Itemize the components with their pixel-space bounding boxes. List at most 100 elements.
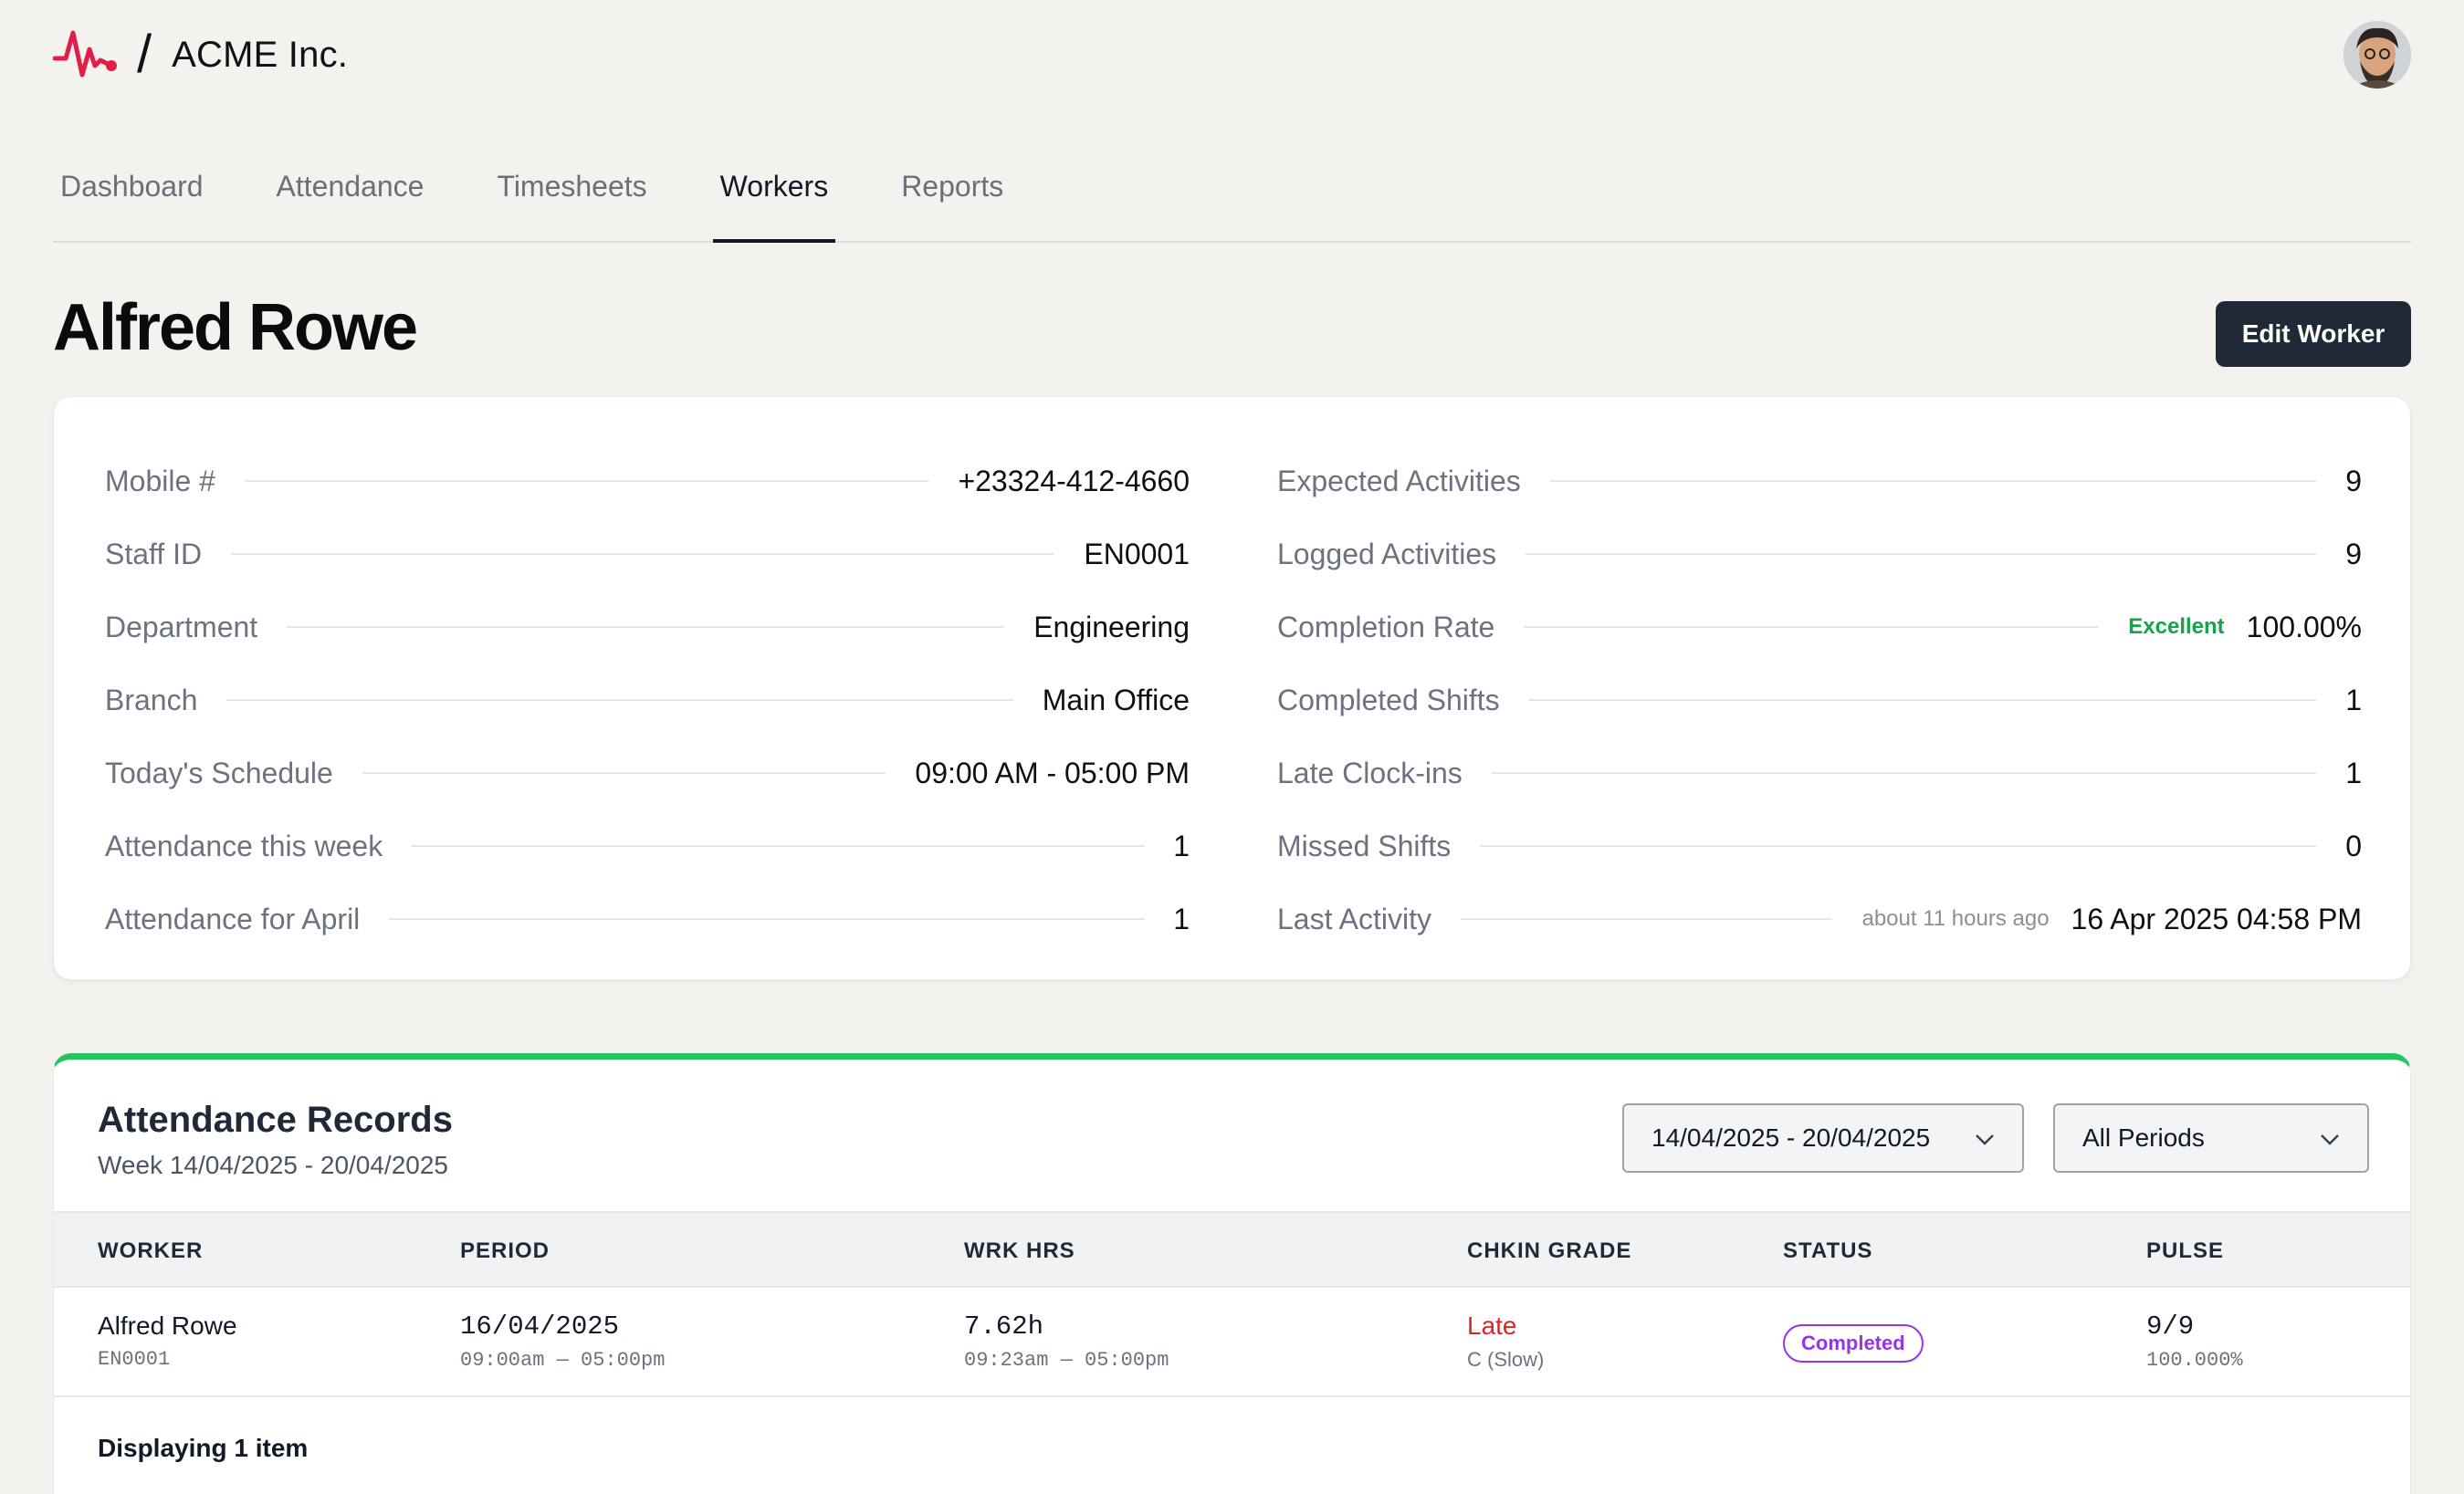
details-left-column: Mobile # +23324-412-4660 Staff ID EN0001… <box>105 444 1190 956</box>
table-row[interactable]: Alfred Rowe EN0001 16/04/2025 09:00am — … <box>54 1288 2410 1397</box>
table-footer-count: Displaying 1 item <box>98 1434 309 1462</box>
chevron-down-icon <box>2320 1123 2340 1153</box>
divider <box>362 772 886 774</box>
detail-label: Completed Shifts <box>1277 683 1500 716</box>
divider <box>226 699 1013 701</box>
top-bar: / ACME Inc. <box>53 18 2411 91</box>
divider <box>287 626 1005 628</box>
detail-label: Staff ID <box>105 537 203 570</box>
detail-row-completion-rate: Completion Rate Excellent 100.00% <box>1277 590 2362 663</box>
brand-separator: / <box>137 25 152 84</box>
cell-work-hours: 7.62h 09:23am — 05:00pm <box>964 1311 1169 1372</box>
table-header: WORKER PERIOD WRK HRS CHKIN GRADE STATUS… <box>54 1211 2410 1288</box>
pulse-count: 9/9 <box>2146 1311 2195 1342</box>
detail-row-expected-activities: Expected Activities 9 <box>1277 444 2362 517</box>
cell-period: 16/04/2025 09:00am — 05:00pm <box>460 1311 665 1372</box>
user-avatar[interactable] <box>2343 21 2411 89</box>
brand[interactable]: / ACME Inc. <box>53 26 348 84</box>
attendance-title: Attendance Records <box>98 1100 453 1140</box>
detail-label: Missed Shifts <box>1277 829 1452 862</box>
detail-value: 100.00% <box>2246 610 2362 643</box>
work-range: 09:23am — 05:00pm <box>964 1349 1169 1372</box>
tab-workers[interactable]: Workers <box>712 146 836 243</box>
column-header-worker[interactable]: WORKER <box>98 1238 204 1263</box>
pulse-logo-icon <box>53 26 121 84</box>
detail-value: +23324-412-4660 <box>958 464 1190 497</box>
column-header-checkin-grade[interactable]: CHKIN GRADE <box>1467 1238 1632 1263</box>
work-hours: 7.62h <box>964 1311 1044 1342</box>
detail-value: 9 <box>2345 464 2362 497</box>
detail-row-staff-id: Staff ID EN0001 <box>105 517 1190 590</box>
detail-label: Today's Schedule <box>105 756 333 789</box>
grade-label: Late <box>1467 1311 1517 1340</box>
cell-status: Completed <box>1783 1311 1924 1363</box>
divider <box>412 845 1145 847</box>
divider <box>1480 845 2317 847</box>
cell-worker: Alfred Rowe EN0001 <box>98 1311 237 1371</box>
divider <box>1524 626 2100 628</box>
detail-value: 1 <box>2345 683 2362 716</box>
detail-label: Completion Rate <box>1277 610 1495 643</box>
detail-row-attendance-week: Attendance this week 1 <box>105 810 1190 883</box>
detail-row-completed-shifts: Completed Shifts 1 <box>1277 663 2362 737</box>
divider <box>1549 480 2317 482</box>
tab-dashboard[interactable]: Dashboard <box>60 170 204 203</box>
column-header-work-hours[interactable]: WRK HRS <box>964 1238 1075 1263</box>
divider <box>244 480 929 482</box>
pulse-percent: 100.000% <box>2146 1349 2243 1372</box>
detail-label: Logged Activities <box>1277 537 1497 570</box>
divider <box>1526 553 2317 555</box>
detail-row-missed-shifts: Missed Shifts 0 <box>1277 810 2362 883</box>
detail-label: Attendance this week <box>105 829 383 862</box>
detail-label: Last Activity <box>1277 902 1431 935</box>
attendance-subtitle: Week 14/04/2025 - 20/04/2025 <box>98 1151 449 1179</box>
chevron-down-icon <box>1975 1123 1995 1153</box>
detail-value: Main Office <box>1042 683 1190 716</box>
rating-badge: Excellent <box>2128 614 2225 639</box>
date-range-select[interactable]: 14/04/2025 - 20/04/2025 <box>1622 1103 2024 1173</box>
main-nav-tabs: Dashboard Attendance Timesheets Workers … <box>53 146 2411 243</box>
detail-value: 1 <box>1173 902 1190 935</box>
edit-worker-button[interactable]: Edit Worker <box>2216 301 2411 367</box>
period-filter-select[interactable]: All Periods <box>2053 1103 2369 1173</box>
period-date: 16/04/2025 <box>460 1311 620 1342</box>
worker-details-card: Mobile # +23324-412-4660 Staff ID EN0001… <box>53 396 2411 980</box>
details-right-column: Expected Activities 9 Logged Activities … <box>1277 444 2362 956</box>
detail-row-attendance-month: Attendance for April 1 <box>105 883 1190 956</box>
detail-row-mobile: Mobile # +23324-412-4660 <box>105 444 1190 517</box>
page-title: Alfred Rowe <box>53 291 418 364</box>
grade-detail: C (Slow) <box>1467 1348 1545 1371</box>
column-header-period[interactable]: PERIOD <box>460 1238 550 1263</box>
divider <box>1491 772 2317 774</box>
attendance-records-card: Attendance Records Week 14/04/2025 - 20/… <box>53 1053 2411 1494</box>
cell-pulse: 9/9 100.000% <box>2146 1311 2243 1372</box>
detail-row-last-activity: Last Activity about 11 hours ago 16 Apr … <box>1277 883 2362 956</box>
detail-label: Branch <box>105 683 198 716</box>
detail-label: Expected Activities <box>1277 464 1521 497</box>
period-filter-value: All Periods <box>2082 1123 2205 1152</box>
period-hours: 09:00am — 05:00pm <box>460 1349 666 1372</box>
divider <box>231 553 1055 555</box>
detail-row-late-clockins: Late Clock-ins 1 <box>1277 737 2362 810</box>
detail-label: Mobile # <box>105 464 215 497</box>
detail-value: Engineering <box>1033 610 1190 643</box>
column-header-pulse[interactable]: PULSE <box>2146 1238 2225 1263</box>
detail-label: Late Clock-ins <box>1277 756 1463 789</box>
detail-row-schedule: Today's Schedule 09:00 AM - 05:00 PM <box>105 737 1190 810</box>
detail-value: 16 Apr 2025 04:58 PM <box>2071 902 2362 935</box>
cell-grade: Late C (Slow) <box>1467 1311 1544 1372</box>
detail-label: Department <box>105 610 258 643</box>
tab-reports[interactable]: Reports <box>901 170 1004 203</box>
tab-attendance[interactable]: Attendance <box>276 170 425 203</box>
column-header-status[interactable]: STATUS <box>1783 1238 1873 1263</box>
detail-label: Attendance for April <box>105 902 361 935</box>
detail-row-branch: Branch Main Office <box>105 663 1190 737</box>
detail-row-department: Department Engineering <box>105 590 1190 663</box>
divider <box>1528 699 2317 701</box>
date-range-value: 14/04/2025 - 20/04/2025 <box>1651 1123 1931 1152</box>
tab-timesheets[interactable]: Timesheets <box>497 170 647 203</box>
worker-id: EN0001 <box>98 1348 171 1371</box>
status-badge: Completed <box>1783 1324 1924 1363</box>
detail-value: 1 <box>2345 756 2362 789</box>
